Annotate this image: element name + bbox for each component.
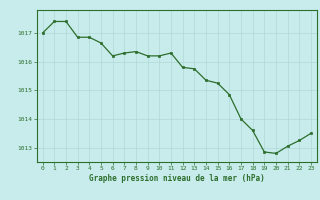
X-axis label: Graphe pression niveau de la mer (hPa): Graphe pression niveau de la mer (hPa) bbox=[89, 174, 265, 183]
